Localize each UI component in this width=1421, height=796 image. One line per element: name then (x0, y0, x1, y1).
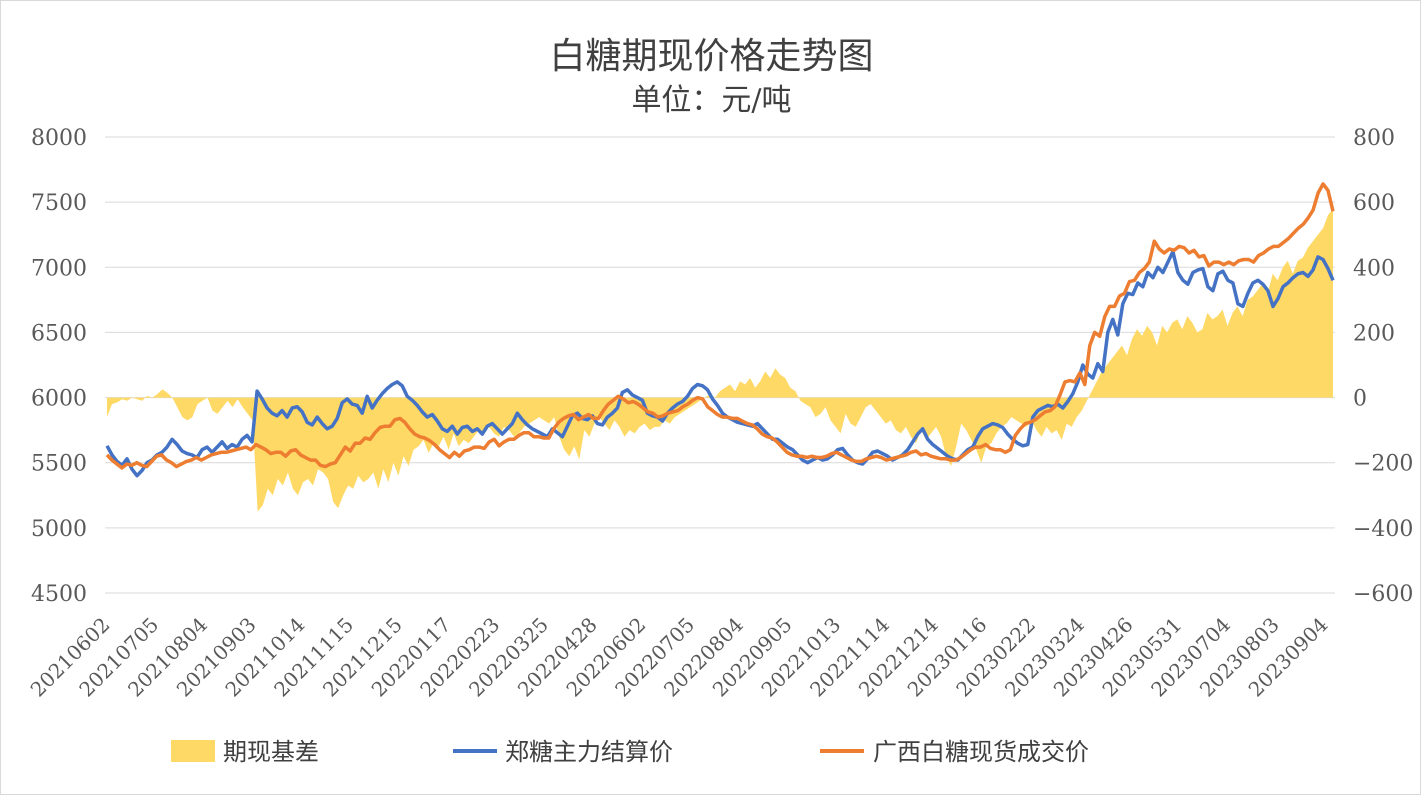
left-tick-label: 5500 (31, 452, 87, 477)
right-tick-label: 800 (1353, 126, 1395, 151)
right-tick-label: 200 (1353, 321, 1395, 346)
right-tick-label: 400 (1353, 256, 1395, 281)
basis-area-layer (107, 208, 1333, 512)
right-tick-label: −600 (1353, 582, 1413, 607)
zhengzhou-settlement-line (105, 249, 1335, 478)
right-tick-label: −400 (1353, 517, 1413, 542)
legend: 期现基差 郑糖主力结算价 广西白糖现货成交价 (171, 738, 1089, 766)
right-axis-ticks: 800 600 400 200 0 −200 −400 −600 (1353, 126, 1413, 607)
legend-swatch-basis (171, 740, 215, 762)
left-tick-label: 5000 (31, 517, 87, 542)
x-axis-ticks: 2021060220210705202108042021090320211014… (26, 613, 1333, 702)
right-tick-label: −200 (1353, 452, 1413, 477)
left-axis-ticks: 8000 7500 7000 6500 6000 5500 5000 4500 (31, 126, 87, 607)
right-tick-label: 600 (1353, 191, 1395, 216)
left-tick-label: 8000 (31, 126, 87, 151)
legend-label-guangxi: 广西白糖现货成交价 (873, 738, 1089, 766)
legend-label-zhengzhou: 郑糖主力结算价 (505, 738, 673, 766)
basis-area (107, 208, 1333, 512)
guangxi-spot-line (105, 182, 1335, 470)
chart-title: 白糖期现价格走势图 (549, 36, 874, 77)
legend-label-basis: 期现基差 (223, 738, 319, 766)
price-lines-layer (105, 182, 1335, 478)
left-tick-label: 7000 (31, 256, 87, 281)
right-tick-label: 0 (1353, 387, 1367, 412)
left-tick-label: 4500 (31, 582, 87, 607)
left-tick-label: 7500 (31, 191, 87, 216)
chart-subtitle: 单位：元/吨 (631, 83, 792, 118)
left-tick-label: 6000 (31, 387, 87, 412)
left-tick-label: 6500 (31, 321, 87, 346)
